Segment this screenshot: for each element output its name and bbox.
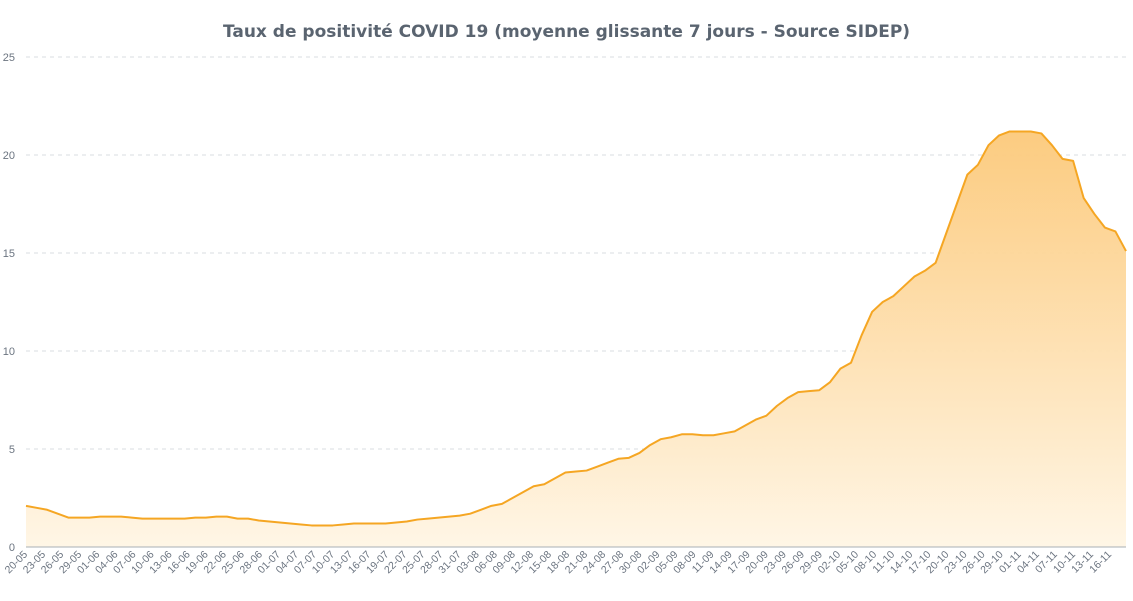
y-tick-label: 20: [3, 150, 15, 162]
series-line: [25, 130, 1127, 527]
y-tick-label: 0: [9, 542, 15, 554]
chart-title: Taux de positivité COVID 19 (moyenne gli…: [222, 22, 911, 42]
y-tick-label: 25: [3, 52, 15, 64]
series-area-fill: [26, 131, 1126, 548]
x-axis-ticks: 20-0523-0526-0529-0501-0604-0607-0610-06…: [3, 549, 1115, 577]
y-tick-label: 15: [3, 248, 15, 260]
y-tick-label: 5: [9, 444, 15, 456]
y-axis-ticks: 0 5 10 15 20 25: [3, 52, 15, 554]
area-layer: [25, 130, 1127, 548]
y-tick-label: 10: [3, 346, 15, 358]
